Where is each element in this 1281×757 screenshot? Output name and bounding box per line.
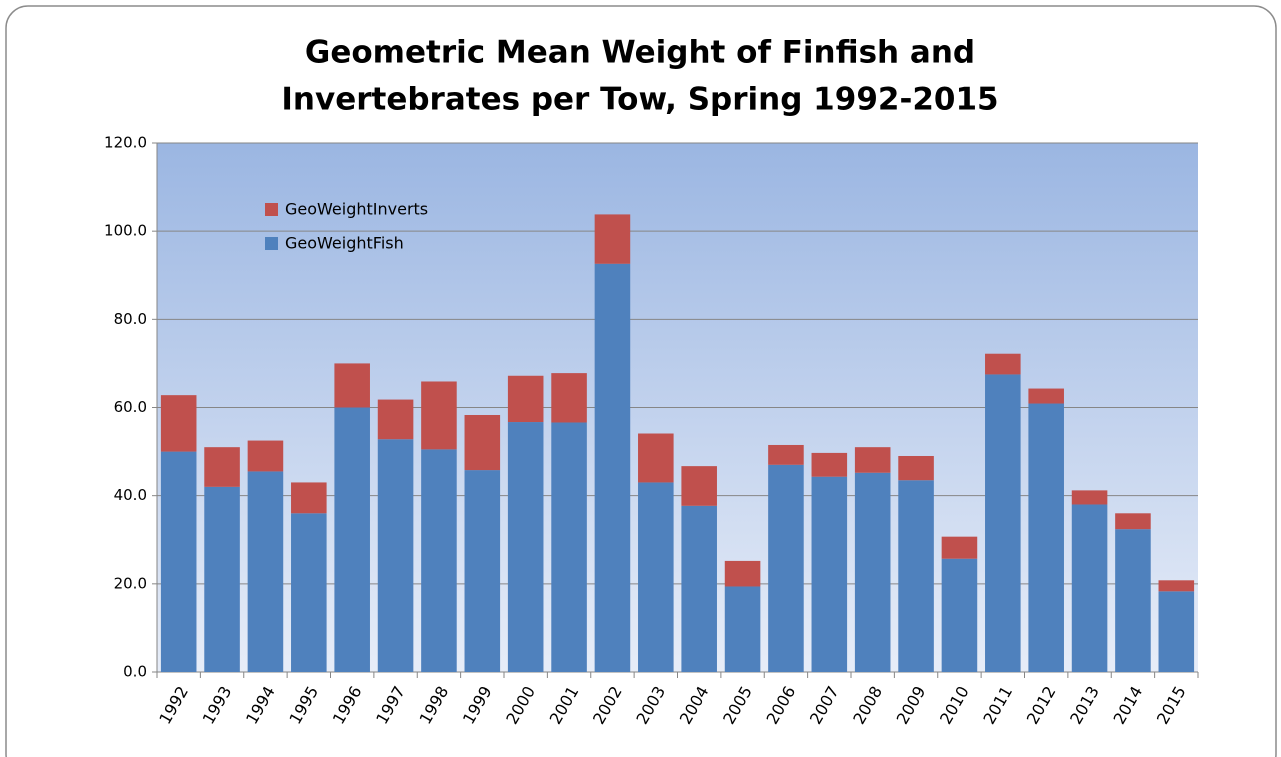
y-tick-label: 0.0: [123, 663, 147, 681]
bar-segment: [941, 558, 978, 672]
bar-segment: [160, 451, 197, 672]
bar-segment: [291, 513, 327, 672]
bar-segment: [334, 363, 370, 408]
bar-segment: [594, 263, 631, 672]
y-tick-label: 80.0: [114, 310, 147, 328]
bar-segment: [507, 422, 544, 672]
bar-segment: [638, 433, 674, 483]
legend-swatch: [265, 237, 278, 250]
bar-segment: [811, 452, 848, 477]
bar-segment: [551, 422, 587, 672]
bar-segment: [898, 455, 934, 481]
bar-segment: [291, 482, 327, 514]
bar-segment: [638, 482, 674, 672]
bar-segment: [898, 480, 934, 672]
bar-segment: [1028, 388, 1064, 404]
bar-segment: [1158, 580, 1195, 592]
chart-title: Geometric Mean Weight of Finfish and: [305, 35, 975, 71]
y-tick-label: 20.0: [114, 574, 147, 592]
bar-segment: [204, 447, 240, 487]
bar-segment: [811, 476, 848, 672]
bar-segment: [1071, 504, 1108, 672]
bar-segment: [551, 373, 587, 423]
bar-segment: [854, 472, 891, 672]
bar-segment: [985, 374, 1021, 672]
y-tick-label: 100.0: [104, 222, 147, 240]
bar-segment: [1071, 490, 1108, 505]
bar-segment: [854, 447, 891, 473]
bar-segment: [247, 440, 284, 472]
chart-title: Invertebrates per Tow, Spring 1992-2015: [281, 82, 998, 118]
bar-segment: [1115, 513, 1151, 530]
bar-segment: [204, 486, 240, 672]
bar-segment: [1028, 403, 1064, 672]
bar-segment: [247, 471, 284, 672]
bar-segment: [377, 439, 414, 672]
bar-segment: [160, 395, 197, 452]
bar-segment: [507, 375, 544, 423]
bar-segment: [1158, 591, 1195, 672]
bar-segment: [464, 414, 501, 471]
bar-segment: [1115, 529, 1151, 672]
bar-segment: [681, 505, 717, 672]
bar-segment: [724, 560, 761, 587]
bar-segment: [768, 444, 804, 465]
bar-segment: [334, 407, 370, 672]
bar-segment: [724, 586, 761, 672]
bar-segment: [421, 381, 457, 450]
bar-segment: [941, 536, 978, 559]
y-tick-label: 120.0: [104, 134, 147, 152]
y-tick-label: 40.0: [114, 486, 147, 504]
legend-swatch: [265, 203, 278, 216]
bar-segment: [464, 470, 501, 672]
bar-segment: [985, 353, 1021, 375]
bar-segment: [421, 449, 457, 672]
bar-segment: [377, 399, 414, 440]
legend-label: GeoWeightInverts: [285, 200, 428, 219]
legend-label: GeoWeightFish: [285, 234, 404, 253]
bar-segment: [681, 466, 717, 506]
y-tick-label: 60.0: [114, 398, 147, 416]
bar-segment: [768, 464, 804, 672]
bar-segment: [594, 214, 631, 264]
